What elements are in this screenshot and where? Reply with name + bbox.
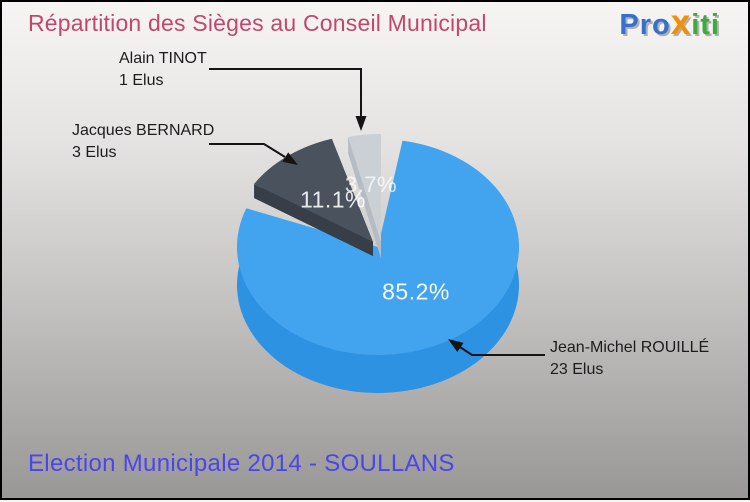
callout-jean-michel-rouille: Jean-Michel ROUILLÉ 23 Elus [550,337,709,381]
leader-jacques [209,143,286,158]
pie-slice-wall-1 [254,183,373,256]
leader-alain-arrowhead [355,116,367,131]
callout-alain-name: Alain TINOT [119,50,207,67]
logo-pro-text: Pro [619,9,671,41]
callout-jm-name: Jean-Michel ROUILLÉ [550,339,710,356]
election-subtitle: Election Municipale 2014 - SOULLANS [28,450,455,477]
callout-jacques-seats: 3 Elus [72,144,117,161]
callout-jacques-name: Jacques BERNARD [72,122,215,139]
callout-alain-seats: 1 Elus [119,72,164,89]
pie-slice-2 [348,134,381,242]
leader-alain [209,68,362,118]
chart-title: Répartition des Sièges au Conseil Munici… [28,10,487,36]
callout-jm-seats: 23 Elus [550,361,604,378]
leader-jacques-arrowhead [282,152,298,165]
proxiti-logo[interactable]: Proxiti [619,5,720,42]
callout-jacques-bernard: Jacques BERNARD 3 Elus [72,120,214,164]
leader-jean-michel [459,346,545,356]
logo-iti-text: iti [691,9,720,41]
callout-alain-tinot: Alain TINOT 1 Elus [119,48,207,92]
pie-label-85-2: 85.2% [382,278,450,305]
pie-label-3-7: 3.7% [344,172,398,197]
pie-slice-1 [254,138,373,242]
pie-label-11-1: 11.1% [299,186,367,213]
leader-jean-michel-arrowhead [448,339,464,352]
pie-slice-wall-2 [348,136,381,258]
logo-x-glyph: x [670,3,692,42]
